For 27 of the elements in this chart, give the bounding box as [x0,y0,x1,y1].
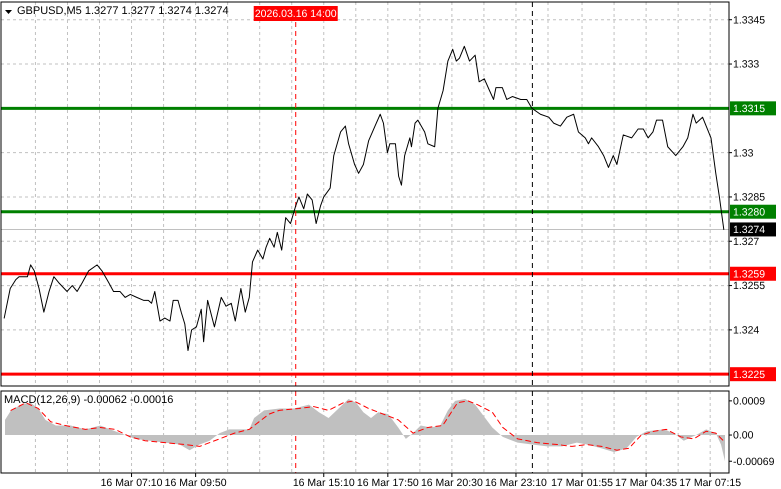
y-tick-label: 1.3255 [733,280,766,292]
x-tick-label: 16 Mar 17:50 [356,477,419,489]
x-tick-label: 17 Mar 01:55 [551,477,614,489]
y-tick-label: 0.0009 [733,396,766,408]
ref-line-label: 1.3259 [733,268,766,280]
x-tick-label: 16 Mar 23:10 [485,477,548,489]
y-tick-label: 0.00 [733,430,754,442]
ref-line-label: 1.3225 [733,368,766,381]
y-tick-label: 1.327 [733,236,760,248]
y-tick-label: 1.3285 [733,192,766,204]
x-tick-label: 17 Mar 07:15 [679,477,742,489]
chart-title: GBPUSD,M5 1.3277 1.3277 1.3274 1.3274 [17,5,229,17]
x-tick-label: 17 Mar 04:35 [615,477,678,489]
y-tick-label: -0.00069 [733,456,775,468]
chart-title: MACD(12,26,9) -0.00062 -0.00016 [4,394,174,406]
ref-line-label: 1.3315 [733,103,766,116]
ref-line-label: 1.3280 [733,206,766,218]
ref-line-label: 1.3274 [733,224,766,236]
y-tick-label: 1.333 [733,58,760,71]
x-tick-label: 16 Mar 07:10 [100,477,163,489]
x-tick-label: 16 Mar 15:10 [292,477,355,489]
y-tick-label: 1.3345 [733,14,766,26]
x-tick-label: 16 Mar 20:30 [420,477,483,489]
ref-line-label: 2026.03.16 14:00 [254,8,337,20]
y-tick-label: 1.33 [733,147,754,160]
x-tick-label: 16 Mar 09:50 [164,477,227,489]
y-tick-label: 1.324 [733,324,760,337]
